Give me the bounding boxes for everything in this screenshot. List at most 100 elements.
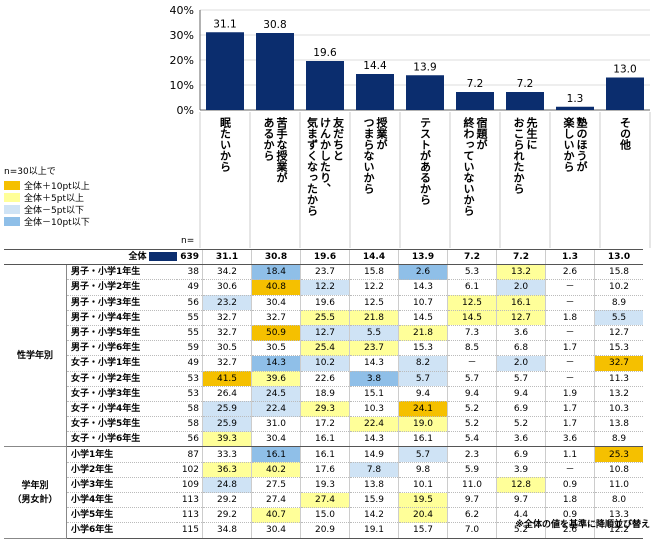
bar-value-label: 30.8 <box>263 19 286 31</box>
cell-value: 1.7 <box>545 340 595 357</box>
legend: n=30以上で 全体＋10pt以上 全体＋5pt以上 全体－5pt以下 全体－10pt… <box>4 164 124 228</box>
cell-value: 30.4 <box>251 295 301 311</box>
cell-value: 12.5 <box>349 295 399 311</box>
category-label-line: 塾のほうが <box>575 116 588 172</box>
cell-value: 1.1 <box>545 446 595 463</box>
cell-value: 2.0 <box>496 279 546 296</box>
cell-value: － <box>545 355 595 372</box>
cell-value: 10.7 <box>398 295 448 311</box>
cell-value: 5.5 <box>594 310 643 326</box>
cell-value: 30.6 <box>202 279 252 296</box>
cell-value: 40.7 <box>251 507 301 524</box>
cell-value: 24.8 <box>202 477 252 494</box>
table-row: 女子・小学2年生 53 41.5 39.6 22.6 3.8 5.7 5.7 5.7 － 11.3 <box>4 371 643 387</box>
cell-value: 32.7 <box>251 310 301 326</box>
cell-value: 13.0 <box>594 248 643 266</box>
cell-value: 32.7 <box>202 325 252 342</box>
cell-value: 39.6 <box>251 371 301 387</box>
cell-value: 31.1 <box>202 248 252 266</box>
row-n: 53 <box>176 371 203 387</box>
cell-value: 4.4 <box>496 507 546 524</box>
cell-value: 3.6 <box>496 431 546 448</box>
bar <box>606 77 644 110</box>
table-row: 小学5年生 113 29.2 40.7 15.0 14.2 20.4 6.2 4.4 0.9 13.… <box>4 507 643 524</box>
table-row: 男子・小学2年生 49 30.6 40.8 12.2 12.2 14.3 6.1 2.0 － 10.… <box>4 279 643 296</box>
cell-value: 9.4 <box>447 386 497 402</box>
cell-value: 34.8 <box>202 522 252 539</box>
cell-value: 25.9 <box>202 401 252 418</box>
category-label-line: テストがあるから <box>419 117 432 205</box>
cell-value: 27.4 <box>251 492 301 509</box>
cell-value: 29.2 <box>202 507 252 524</box>
bar-value-label: 19.6 <box>313 47 337 59</box>
legend-swatch <box>4 216 20 226</box>
category-label-line: 終わっていないから <box>462 116 475 216</box>
table-row: 女子・小学5年生 58 25.9 31.0 17.2 22.4 19.0 5.2 5.2 1.7 1… <box>4 416 643 433</box>
row-label: 女子・小学1年生 <box>66 355 177 372</box>
cell-value: 15.3 <box>398 340 448 357</box>
category-label-line: おこられたから <box>512 117 525 194</box>
cell-value: 25.5 <box>300 310 350 326</box>
cell-value: 8.9 <box>594 295 643 311</box>
row-label: 女子・小学5年生 <box>66 416 177 433</box>
cell-value: 19.1 <box>349 522 399 539</box>
cell-value: 15.0 <box>300 507 350 524</box>
row-label: 男子・小学6年生 <box>66 340 177 357</box>
table-row: 女子・小学4年生 58 25.9 22.4 29.3 10.3 24.1 5.2 6.9 1.7 1… <box>4 401 643 418</box>
cell-value: 5.7 <box>398 446 448 463</box>
cell-value: － <box>545 462 595 478</box>
row-n: 49 <box>176 279 203 296</box>
legend-label: 全体－5pt以下 <box>24 205 84 216</box>
cell-value: 5.3 <box>447 264 497 281</box>
cell-value: 26.4 <box>202 386 252 402</box>
row-label: 女子・小学4年生 <box>66 401 177 418</box>
cell-value: 30.4 <box>251 522 301 539</box>
table-row: 女子・小学3年生 53 26.4 24.5 18.9 15.1 9.4 9.4 9.4 1.9 13… <box>4 386 643 402</box>
cell-value: 5.7 <box>496 371 546 387</box>
table-row: 男子・小学6年生 59 30.5 30.5 25.4 23.7 15.3 8.5 6.8 1.7 1… <box>4 340 643 357</box>
cell-value: 0.9 <box>545 507 595 524</box>
cell-value: 30.8 <box>251 248 301 266</box>
cell-value: 2.6 <box>545 264 595 281</box>
cell-value: 20.9 <box>300 522 350 539</box>
cell-value: 32.7 <box>594 355 643 372</box>
data-table: 全体 639 31.1 30.8 19.6 14.4 13.9 7.2 7.2 1.3 13.0 性学… <box>4 248 643 539</box>
row-label: 小学5年生 <box>66 507 177 524</box>
cell-value: 13.9 <box>398 248 448 266</box>
y-axis-ticks: 40% 30% 20% 10% 0% <box>170 4 194 117</box>
cell-value: 5.4 <box>447 431 497 448</box>
cell-value: 14.5 <box>398 310 448 326</box>
bar <box>356 74 394 110</box>
table-row: 小学3年生 109 24.8 27.5 19.3 13.8 10.1 11.0 12.8 0.9 1… <box>4 477 643 494</box>
y-tick-label: 30% <box>170 29 194 42</box>
cell-value: 24.5 <box>251 386 301 402</box>
cell-value: 27.5 <box>251 477 301 494</box>
bar <box>206 32 244 110</box>
row-n: 59 <box>176 340 203 357</box>
row-n: 53 <box>176 386 203 402</box>
cell-value: 12.7 <box>496 310 546 326</box>
cell-value: 30.5 <box>202 340 252 357</box>
cell-value: 7.0 <box>447 522 497 539</box>
y-tick-label: 10% <box>170 79 194 92</box>
row-label: 小学4年生 <box>66 492 177 509</box>
cell-value: 8.0 <box>594 492 643 509</box>
cell-value: 0.9 <box>545 477 595 494</box>
cell-value: 7.8 <box>349 462 399 478</box>
row-label: 女子・小学3年生 <box>66 386 177 402</box>
cell-value: 5.2 <box>496 416 546 433</box>
row-label: 男子・小学4年生 <box>66 310 177 326</box>
row-n: 49 <box>176 355 203 372</box>
cell-value: 10.1 <box>398 477 448 494</box>
cell-value: 16.1 <box>251 446 301 463</box>
cell-value: 12.7 <box>594 325 643 342</box>
cell-value: 19.3 <box>300 477 350 494</box>
cell-value: 12.2 <box>349 279 399 296</box>
cell-value: 11.3 <box>594 371 643 387</box>
cell-value: 16.1 <box>398 431 448 448</box>
cell-value: 1.8 <box>545 310 595 326</box>
row-n: 102 <box>176 462 203 478</box>
row-label: 女子・小学2年生 <box>66 371 177 387</box>
